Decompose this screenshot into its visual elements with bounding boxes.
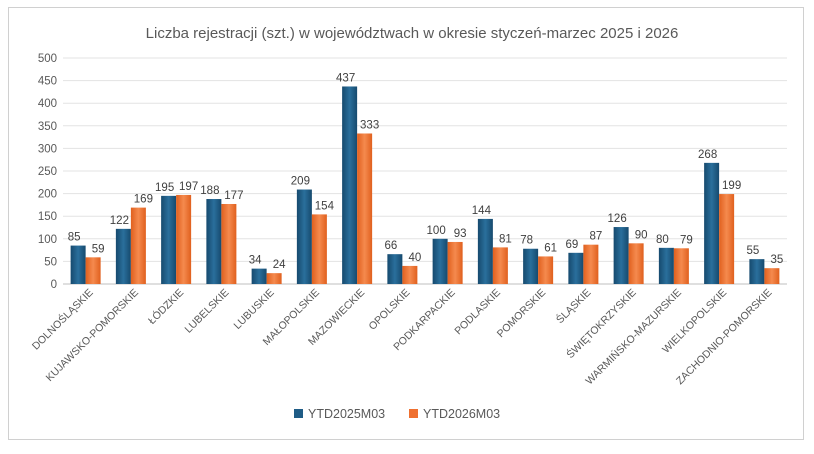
bar-ytd2026m03 bbox=[176, 194, 192, 284]
bars bbox=[70, 86, 780, 284]
bar-ytd2026m03 bbox=[538, 256, 554, 284]
data-label: 122 bbox=[110, 215, 129, 227]
data-label: 437 bbox=[336, 72, 355, 84]
data-label: 100 bbox=[427, 225, 446, 237]
data-label: 177 bbox=[224, 190, 243, 202]
bar-chart: Liczba rejestracji (szt.) w województwac… bbox=[29, 25, 787, 421]
category-label: KUJAWSKO-POMORSKIE bbox=[44, 287, 141, 384]
data-label: 40 bbox=[408, 252, 421, 264]
bar-ytd2025m03 bbox=[749, 259, 765, 284]
bar-ytd2025m03 bbox=[342, 86, 358, 284]
y-tick-label: 400 bbox=[38, 98, 57, 110]
bar-ytd2025m03 bbox=[658, 247, 674, 284]
chart-frame: Liczba rejestracji (szt.) w województwac… bbox=[8, 7, 804, 440]
y-tick-label: 350 bbox=[38, 121, 57, 133]
bar-ytd2025m03 bbox=[251, 268, 267, 284]
bar-ytd2026m03 bbox=[764, 268, 780, 284]
category-label: ŚLĄSKIE bbox=[553, 286, 593, 326]
data-label: 169 bbox=[134, 194, 153, 206]
data-label: 80 bbox=[656, 234, 669, 246]
bar-ytd2026m03 bbox=[719, 194, 735, 284]
data-label: 333 bbox=[360, 119, 379, 131]
bar-ytd2025m03 bbox=[613, 227, 629, 284]
bar-ytd2026m03 bbox=[85, 257, 101, 284]
y-tick-label: 100 bbox=[38, 234, 57, 246]
data-label: 188 bbox=[200, 185, 219, 197]
category-label: LUBELSKIE bbox=[183, 287, 232, 336]
bar-ytd2025m03 bbox=[432, 238, 448, 284]
bar-ytd2026m03 bbox=[311, 214, 327, 284]
data-label: 90 bbox=[635, 229, 648, 241]
data-label: 126 bbox=[608, 213, 627, 225]
legend-swatch bbox=[409, 409, 418, 418]
data-label: 87 bbox=[589, 231, 602, 243]
data-label: 197 bbox=[179, 181, 198, 193]
legend-label: YTD2026M03 bbox=[423, 407, 500, 421]
y-tick-label: 200 bbox=[38, 189, 57, 201]
bar-ytd2026m03 bbox=[357, 133, 373, 284]
legend-label: YTD2025M03 bbox=[308, 407, 385, 421]
category-label: LUBUSKIE bbox=[232, 287, 277, 332]
data-label: 35 bbox=[770, 254, 783, 266]
legend-swatch bbox=[294, 409, 303, 418]
data-label: 199 bbox=[722, 180, 741, 192]
data-label: 144 bbox=[472, 205, 492, 217]
data-label: 69 bbox=[565, 239, 578, 251]
data-label: 195 bbox=[155, 182, 174, 194]
y-tick-label: 450 bbox=[38, 76, 57, 88]
bar-ytd2026m03 bbox=[221, 203, 237, 284]
bar-ytd2025m03 bbox=[387, 254, 403, 284]
data-label: 66 bbox=[384, 240, 397, 252]
category-label: ŁÓDZKIE bbox=[145, 286, 186, 327]
bar-ytd2025m03 bbox=[296, 189, 312, 284]
bar-ytd2026m03 bbox=[583, 244, 599, 284]
data-label: 24 bbox=[273, 259, 286, 271]
bar-ytd2026m03 bbox=[628, 243, 644, 284]
data-label: 34 bbox=[249, 255, 262, 267]
bar-ytd2026m03 bbox=[492, 247, 508, 284]
data-label: 209 bbox=[291, 176, 310, 188]
chart-title: Liczba rejestracji (szt.) w województwac… bbox=[146, 25, 679, 42]
bar-ytd2025m03 bbox=[523, 248, 539, 284]
bar-ytd2025m03 bbox=[568, 252, 584, 284]
category-label: OPOLSKIE bbox=[366, 287, 412, 333]
bar-ytd2026m03 bbox=[447, 241, 463, 284]
y-tick-label: 0 bbox=[51, 279, 57, 291]
y-axis-ticks: 0 50 100 150 200 250 300 350 400 450 500 bbox=[38, 53, 57, 291]
bar-ytd2026m03 bbox=[266, 273, 282, 284]
bar-ytd2025m03 bbox=[206, 199, 222, 284]
category-label: ZACHODNIO-POMORSKIE bbox=[674, 287, 774, 387]
data-label: 81 bbox=[499, 233, 512, 245]
data-label: 79 bbox=[680, 234, 693, 246]
data-label: 85 bbox=[68, 232, 81, 244]
data-label: 154 bbox=[315, 200, 335, 212]
bar-ytd2025m03 bbox=[70, 245, 86, 284]
bar-ytd2026m03 bbox=[673, 248, 689, 284]
bar-ytd2025m03 bbox=[161, 195, 177, 284]
bar-ytd2026m03 bbox=[402, 265, 418, 284]
data-label: 93 bbox=[454, 228, 467, 240]
bar-ytd2025m03 bbox=[115, 228, 131, 284]
y-tick-label: 300 bbox=[38, 143, 57, 155]
data-label: 55 bbox=[746, 245, 759, 257]
y-tick-label: 50 bbox=[44, 256, 57, 268]
bar-ytd2026m03 bbox=[130, 207, 146, 284]
category-label: POMORSKIE bbox=[495, 287, 548, 340]
data-label: 59 bbox=[92, 243, 105, 255]
y-tick-label: 500 bbox=[38, 53, 57, 65]
data-label: 61 bbox=[544, 242, 557, 254]
bar-ytd2025m03 bbox=[477, 218, 493, 284]
data-label: 78 bbox=[520, 235, 533, 247]
bar-ytd2025m03 bbox=[704, 162, 720, 284]
legend: YTD2025M03 YTD2026M03 bbox=[294, 407, 500, 421]
y-tick-label: 150 bbox=[38, 211, 57, 223]
data-label: 268 bbox=[698, 149, 717, 161]
category-label: WARMIŃSKO-MAZURSKIE bbox=[583, 286, 684, 387]
y-tick-label: 250 bbox=[38, 166, 57, 178]
